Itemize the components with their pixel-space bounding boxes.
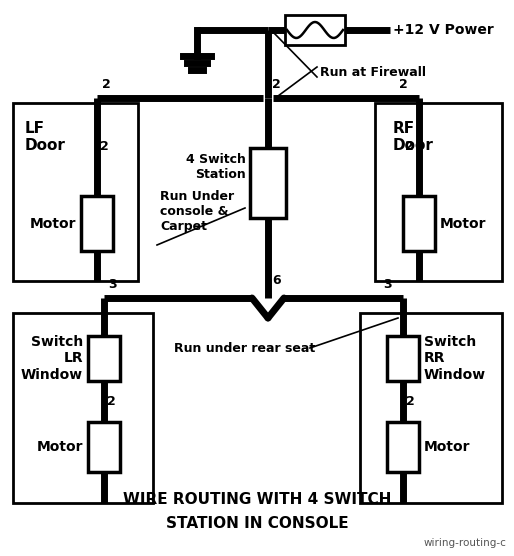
Text: Motor: Motor: [36, 440, 83, 454]
Text: 3: 3: [108, 277, 117, 290]
Text: 4 Switch
Station: 4 Switch Station: [186, 153, 246, 181]
Text: RF
Door: RF Door: [393, 121, 434, 153]
Bar: [375, 103, 502, 281]
Bar: [13, 103, 138, 281]
Text: wiring-routing-c: wiring-routing-c: [423, 538, 506, 548]
Text: Motor: Motor: [440, 216, 486, 231]
Text: Motor: Motor: [29, 216, 76, 231]
Text: 2: 2: [399, 77, 408, 91]
Text: 2: 2: [272, 77, 281, 91]
Text: STATION IN CONSOLE: STATION IN CONSOLE: [166, 516, 348, 531]
Bar: [81, 196, 113, 251]
Text: 2: 2: [406, 395, 415, 408]
Text: Run at Firewall: Run at Firewall: [320, 66, 426, 78]
Bar: [13, 313, 153, 503]
Bar: [88, 422, 120, 472]
Bar: [387, 336, 419, 381]
Text: LF
Door: LF Door: [25, 121, 66, 153]
Bar: [285, 15, 345, 45]
Text: 2: 2: [405, 141, 414, 153]
Text: Run under rear seat: Run under rear seat: [174, 341, 315, 355]
Text: Switch
LR
Window: Switch LR Window: [21, 335, 83, 382]
Text: 2: 2: [102, 77, 111, 91]
Bar: [403, 196, 435, 251]
Text: Motor: Motor: [424, 440, 470, 454]
Text: WIRE ROUTING WITH 4 SWITCH: WIRE ROUTING WITH 4 SWITCH: [123, 492, 391, 507]
Text: 2: 2: [100, 141, 109, 153]
Text: 2: 2: [107, 395, 116, 408]
Text: Switch
RR
Window: Switch RR Window: [424, 335, 486, 382]
Text: 3: 3: [383, 277, 392, 290]
Bar: [360, 313, 502, 503]
Text: Run Under
console &
Carpet: Run Under console & Carpet: [160, 190, 234, 233]
Text: +12 V Power: +12 V Power: [393, 23, 494, 37]
Bar: [387, 422, 419, 472]
Bar: [88, 336, 120, 381]
Text: 6: 6: [272, 274, 281, 286]
Bar: [250, 148, 286, 218]
